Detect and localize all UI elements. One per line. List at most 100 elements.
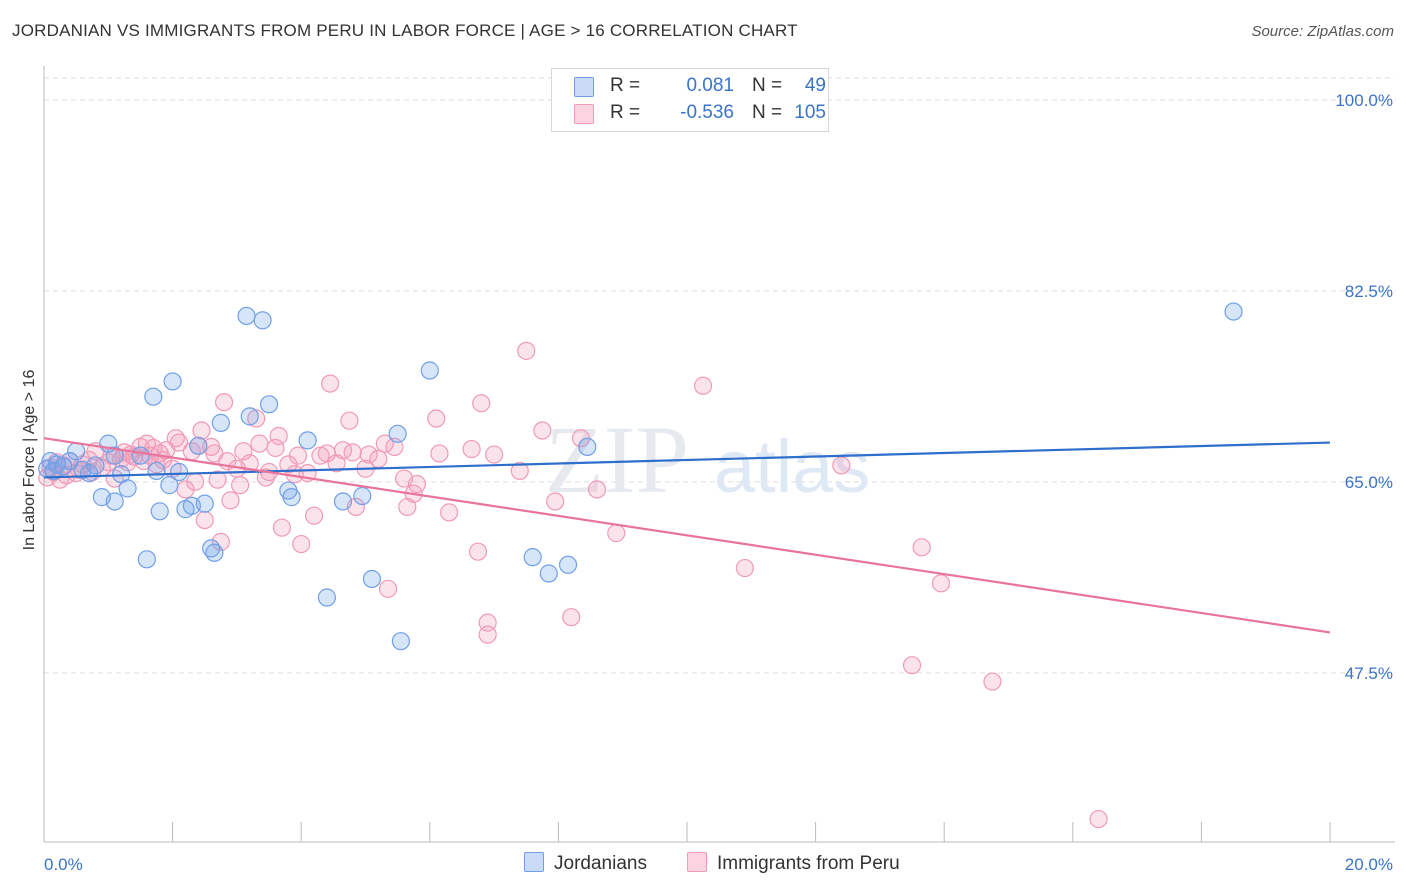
peru-point <box>472 394 491 413</box>
peru-point <box>359 445 378 464</box>
peru-point <box>369 449 388 469</box>
jordanian-point <box>240 407 259 426</box>
peru-points <box>38 341 1108 829</box>
peru-point <box>430 444 449 463</box>
peru-point <box>533 421 552 440</box>
peru-point <box>192 421 211 440</box>
bottom-legend-swatch-jordanians <box>524 852 544 872</box>
peru-point <box>562 608 581 627</box>
legend-r-value: -0.536 <box>680 102 734 123</box>
peru-point <box>427 409 446 428</box>
jordanian-point <box>160 476 179 495</box>
jordanian-point <box>144 387 163 406</box>
legend-n-label: N = <box>752 102 783 123</box>
jordanian-point <box>169 462 189 482</box>
x-tick-label: 0.0% <box>44 855 83 874</box>
peru-point <box>607 524 626 543</box>
jordanian-point <box>147 461 166 481</box>
peru-point <box>546 492 565 511</box>
peru-point <box>375 434 394 453</box>
jordanian-point <box>105 492 124 511</box>
jordanian-point <box>105 446 124 465</box>
peru-point <box>343 443 362 462</box>
peru-point <box>478 625 497 644</box>
peru-point <box>288 446 308 465</box>
jordanian-point <box>195 494 214 513</box>
peru-trend-line <box>43 437 1331 634</box>
peru-point <box>304 506 324 525</box>
legend-r-value: 0.081 <box>686 75 734 96</box>
peru-point <box>468 542 488 561</box>
peru-point <box>186 472 205 491</box>
legend-swatch-peru <box>574 104 594 124</box>
peru-point <box>931 574 951 593</box>
jordanian-point <box>317 588 337 607</box>
jordanian-points <box>38 302 1243 651</box>
y-axis-title: In Labor Force | Age > 16 <box>21 370 38 551</box>
axis-labels: 47.5% 65.0% 82.5% 100.0% 0.0% 20.0% In Labor F… <box>21 91 1393 874</box>
jordanian-point <box>131 446 150 465</box>
jordanian-point <box>558 555 578 574</box>
peru-point <box>378 579 398 598</box>
peru-point <box>292 534 311 554</box>
peru-point <box>269 426 288 446</box>
peru-point <box>321 374 340 393</box>
jordanian-point <box>298 431 317 450</box>
bottom-legend-swatch-peru <box>687 852 707 872</box>
legend-r-label: R = <box>610 102 641 123</box>
legend-r-label: R = <box>610 75 641 96</box>
jordanian-point <box>353 486 372 506</box>
peru-point <box>517 341 536 360</box>
peru-point <box>510 461 529 481</box>
grid-lines <box>44 77 1395 674</box>
jordanian-point <box>150 502 169 521</box>
bottom-legend-peru: Immigrants from Peru <box>687 852 900 875</box>
peru-point <box>735 558 754 578</box>
peru-point <box>266 438 285 458</box>
peru-point <box>221 491 240 510</box>
jordanian-point <box>391 632 410 651</box>
peru-point <box>902 656 922 675</box>
peru-point <box>462 439 481 459</box>
peru-point <box>169 433 189 452</box>
peru-point <box>211 532 230 551</box>
peru-point <box>272 518 292 537</box>
jordanian-point <box>1224 302 1243 321</box>
bottom-legend-jordanians: Jordanians <box>524 852 647 875</box>
jordanian-point <box>118 479 137 498</box>
legend-n-label: N = <box>752 75 783 96</box>
zipatlas-watermark: ZIP atlas <box>545 406 870 513</box>
jordanian-point <box>189 436 208 455</box>
jordanian-point <box>86 456 105 475</box>
legend-n-value: 49 <box>804 75 826 96</box>
peru-point <box>912 538 931 557</box>
jordanian-point <box>137 550 156 569</box>
jordanian-point <box>362 569 382 589</box>
jordanian-point <box>333 492 353 511</box>
peru-point <box>693 376 713 395</box>
bottom-legend-label: Jordanians <box>554 853 647 874</box>
peru-point <box>398 497 417 517</box>
peru-point <box>832 456 851 475</box>
legend-n-value: 105 <box>794 102 826 123</box>
jordanian-point <box>539 564 558 583</box>
bottom-legend-label: Immigrants from Peru <box>717 853 900 874</box>
jordanian-point <box>420 361 439 380</box>
peru-point <box>250 434 269 453</box>
trend-lines <box>43 437 1331 634</box>
jordanian-point <box>60 451 79 471</box>
peru-point <box>983 672 1002 691</box>
peru-point <box>214 393 234 412</box>
y-tick-label: 82.5% <box>1345 282 1393 301</box>
jordanian-point <box>163 372 182 391</box>
watermark-atlas: atlas <box>714 425 870 508</box>
jordanian-point <box>523 548 542 567</box>
y-tick-label: 65.0% <box>1345 473 1393 492</box>
legend-swatch-jordanians <box>574 77 594 97</box>
source-credit: Source: ZipAtlas.com <box>1251 23 1394 40</box>
jordanian-point <box>237 306 256 326</box>
peru-point <box>587 480 607 499</box>
peru-point <box>1089 809 1108 829</box>
peru-point <box>327 454 346 473</box>
